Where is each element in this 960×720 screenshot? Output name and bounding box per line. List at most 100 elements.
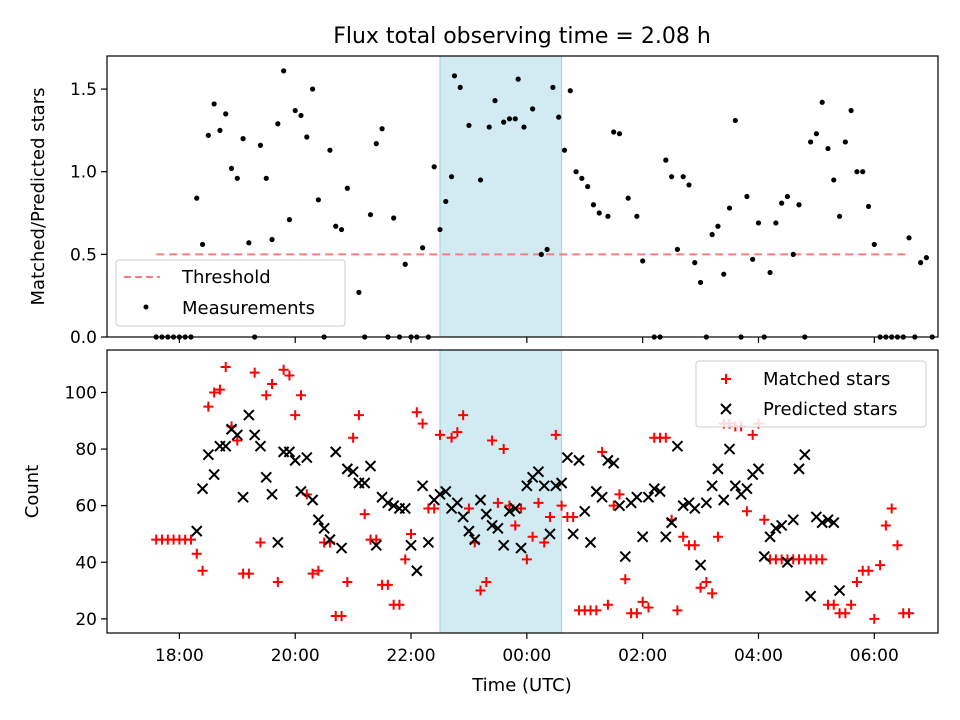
matched-star-point: [255, 537, 266, 548]
matched-star-point: [741, 506, 752, 517]
matched-star-point: [672, 605, 683, 616]
matched-star-point: [203, 401, 214, 412]
matched-star-point: [249, 367, 260, 378]
matched-star-point: [591, 605, 602, 616]
measurement-point: [194, 195, 200, 201]
x-tick-label: 22:00: [387, 646, 436, 666]
matched-star-point: [712, 531, 723, 542]
predicted-star-point: [411, 565, 423, 577]
predicted-star-point: [289, 454, 301, 467]
matched-star-point: [359, 509, 370, 520]
measurement-point: [344, 185, 350, 191]
predicted-star-point: [457, 511, 469, 523]
matched-star-point: [400, 554, 411, 565]
x-axis-label: Time (UTC): [471, 675, 572, 696]
matched-star-point: [336, 611, 347, 622]
measurements-legend-label: Measurements: [182, 298, 315, 319]
predicted-star-point: [480, 508, 493, 520]
predicted-star-point: [631, 491, 643, 503]
predicted-star-point: [422, 536, 435, 549]
x-tick-label: 06:00: [850, 646, 899, 666]
predicted-star-point: [451, 497, 464, 509]
measurement-point: [512, 116, 518, 122]
predicted-star-point: [793, 463, 805, 475]
matched-star-point: [904, 608, 915, 619]
y-tick-label: 60: [75, 497, 97, 517]
predicted-star-point: [700, 497, 713, 509]
predicted-star-point: [306, 494, 319, 506]
measurement-point: [356, 289, 362, 295]
measurement-point: [732, 117, 738, 124]
measurement-point: [579, 175, 585, 181]
matched-star-point: [533, 497, 544, 508]
measurement-point: [466, 122, 472, 129]
predicted-star-point: [741, 482, 753, 495]
predicted-star-point: [301, 451, 313, 464]
predicted-star-point: [642, 491, 655, 503]
measurement-point: [486, 124, 492, 130]
matched-star-point: [243, 568, 254, 579]
predicted-star-point: [775, 519, 788, 532]
matched-star-point: [290, 410, 301, 421]
matched-star-point: [197, 565, 208, 576]
predicted-star-point: [202, 449, 215, 461]
predicted-star-point: [822, 514, 834, 526]
predicted-star-point: [370, 539, 382, 551]
predicted-star-point: [804, 590, 817, 602]
matched-star-point: [475, 585, 486, 596]
predicted-star-point: [613, 499, 626, 512]
predicted-star-point: [191, 525, 203, 537]
matched-star-point: [516, 503, 527, 514]
measurement-point: [567, 88, 573, 94]
chart-title: Flux total observing time = 2.08 h: [333, 24, 711, 49]
measurement-point: [199, 241, 206, 248]
measurement-point: [205, 132, 211, 138]
predicted-star-point: [607, 457, 620, 469]
measurement-point: [506, 116, 513, 122]
predicted-star-point: [677, 499, 689, 512]
measurement-point: [309, 86, 316, 92]
predicted-star-point: [538, 480, 550, 492]
predicted-star-point: [787, 514, 799, 526]
ratio-panel-frame: [106, 55, 939, 338]
measurement-point: [257, 142, 264, 148]
y-tick-label: 1.5: [70, 80, 97, 100]
matched-star-point: [620, 574, 631, 585]
matched-star-point: [278, 364, 289, 375]
matched-star-point: [353, 410, 364, 421]
predicted-star-point: [266, 488, 278, 501]
measurement-point: [457, 84, 463, 91]
predicted-star-point: [521, 480, 533, 492]
measurement-point: [379, 126, 385, 132]
measurement-point: [263, 175, 269, 181]
matched-star-point: [458, 410, 469, 421]
matched-star-point: [689, 540, 700, 551]
measurement-point: [477, 177, 484, 183]
measurement-point: [402, 261, 408, 267]
matched-star-point: [597, 446, 608, 457]
matched-star-point: [660, 432, 671, 443]
matched-star-point: [545, 511, 556, 522]
predicted-star-point: [387, 499, 400, 512]
threshold-legend-label: Threshold: [181, 267, 271, 288]
matched-star-point: [220, 361, 231, 372]
predicted-star-point: [382, 497, 394, 509]
measurement-point: [755, 220, 762, 226]
predicted-legend-swatch: [720, 403, 732, 415]
matched-star-point: [267, 378, 278, 389]
predicted-star-point: [515, 542, 527, 554]
measurement-point: [773, 220, 779, 226]
measurement-point: [585, 183, 591, 190]
predicted-star-point: [196, 482, 209, 495]
predicted-star-point: [405, 539, 417, 551]
measurement-point: [848, 107, 854, 114]
y-tick-label: 0.5: [70, 245, 97, 265]
predicted-star-point: [486, 519, 498, 532]
measurement-point: [697, 279, 704, 286]
matched-star-point: [487, 435, 498, 446]
measurement-point: [590, 202, 597, 208]
measurement-point: [831, 177, 837, 183]
predicted-star-point: [532, 465, 545, 478]
measurement-point: [391, 215, 397, 221]
predicted-star-point: [770, 522, 782, 534]
